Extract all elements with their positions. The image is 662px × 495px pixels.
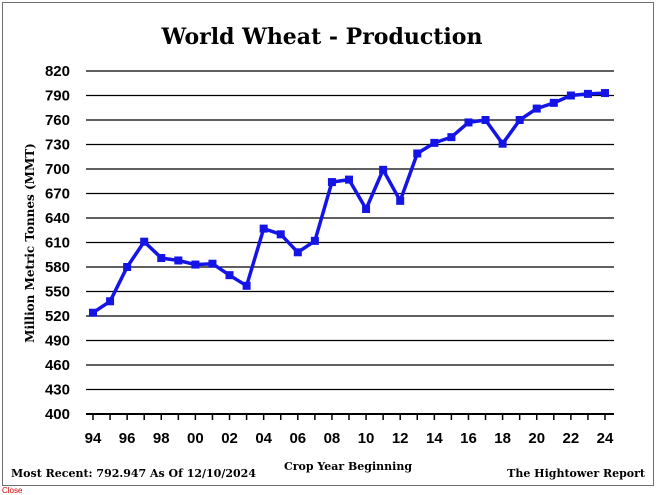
grid-lines: [86, 70, 614, 415]
data-point-22: [566, 91, 575, 100]
data-point-12: [396, 196, 405, 205]
chart-title: World Wheat - Production: [161, 24, 483, 50]
y-tick-730: 730: [45, 137, 70, 154]
y-tick-labels: 400 430 460 490 520 550 580 610 640 670 700 730 760 7…: [45, 63, 70, 423]
data-point-15: [447, 133, 456, 142]
data-point-11: [379, 165, 388, 174]
x-tick-00: 00: [187, 430, 204, 447]
y-tick-640: 640: [45, 210, 70, 227]
data-point-95: [106, 297, 115, 306]
data-point-08: [327, 178, 336, 187]
data-point-20: [532, 104, 541, 113]
data-point-14: [430, 138, 439, 147]
y-tick-670: 670: [45, 186, 70, 203]
x-tick-04: 04: [255, 430, 272, 447]
y-tick-490: 490: [45, 333, 70, 350]
x-tick-18: 18: [494, 430, 511, 447]
data-point-98: [157, 254, 166, 263]
data-point-13: [413, 149, 422, 158]
x-tick-22: 22: [563, 430, 580, 447]
x-tick-16: 16: [460, 430, 477, 447]
x-axis: [92, 414, 606, 420]
data-point-04: [259, 224, 268, 233]
x-tick-14: 14: [426, 430, 443, 447]
data-point-97: [140, 237, 149, 246]
close-link[interactable]: Close: [2, 486, 23, 495]
chart-frame: [2, 2, 654, 486]
series-line: [92, 91, 606, 315]
data-point-07: [310, 236, 319, 245]
y-tick-460: 460: [45, 357, 70, 374]
data-point-17: [481, 116, 490, 124]
y-tick-700: 700: [45, 161, 70, 178]
data-point-06: [293, 248, 302, 257]
data-point-96: [123, 263, 132, 271]
data-point-18: [498, 139, 507, 148]
y-tick-430: 430: [45, 382, 70, 399]
data-point-23: [583, 89, 592, 98]
x-tick-10: 10: [358, 430, 375, 447]
x-tick-06: 06: [289, 430, 306, 447]
data-point-03: [242, 281, 251, 290]
y-tick-790: 790: [45, 88, 70, 105]
data-point-19: [515, 116, 524, 124]
data-point-09: [345, 175, 353, 184]
x-axis-label: Crop Year Beginning: [284, 460, 412, 473]
most-recent-note: Most Recent: 792.947 As Of 12/10/2024: [11, 467, 256, 480]
y-tick-400: 400: [45, 406, 70, 423]
x-tick-94: 94: [85, 430, 102, 447]
x-tick-24: 24: [597, 430, 614, 447]
x-tick-12: 12: [392, 430, 409, 447]
y-tick-760: 760: [45, 112, 70, 129]
data-point-01: [208, 259, 217, 268]
data-point-10: [362, 205, 371, 214]
series-production: [89, 89, 609, 317]
data-point-99: [174, 256, 183, 265]
y-tick-520: 520: [45, 308, 70, 325]
y-tick-580: 580: [45, 259, 70, 276]
data-point-16: [464, 118, 473, 127]
data-point-21: [549, 98, 558, 107]
x-tick-20: 20: [528, 430, 545, 447]
y-tick-610: 610: [45, 235, 70, 252]
data-point-02: [225, 271, 234, 280]
data-point-94: [89, 308, 97, 317]
data-point-24: [601, 89, 609, 98]
source-label: The Hightower Report: [507, 467, 646, 480]
data-point-05: [276, 230, 285, 239]
x-tick-96: 96: [119, 430, 136, 447]
y-tick-550: 550: [45, 284, 70, 301]
y-tick-820: 820: [45, 63, 70, 80]
data-point-00: [191, 260, 200, 269]
y-axis-label: Million Metric Tonnes (MMT): [23, 143, 37, 343]
x-tick-02: 02: [221, 430, 238, 447]
x-tick-labels: 94 96 98 00 02 04 06 08 10 12 14 16 18 20 22 24: [85, 430, 614, 447]
x-tick-98: 98: [153, 430, 170, 447]
x-tick-08: 08: [324, 430, 341, 447]
